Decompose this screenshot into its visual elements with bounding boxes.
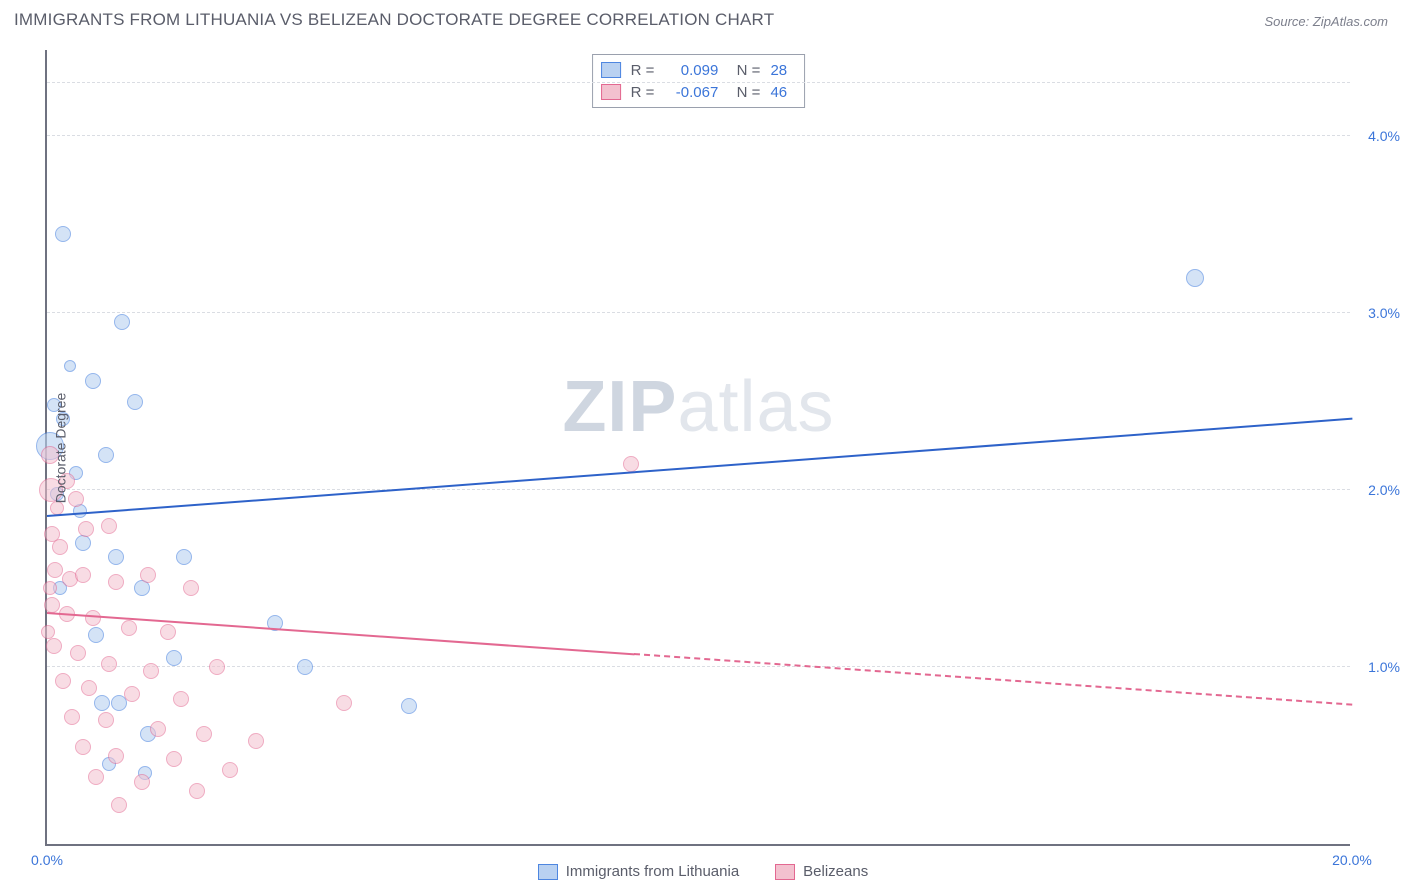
gridline: [47, 135, 1350, 136]
data-point-belize[interactable]: [98, 712, 114, 728]
data-point-belize[interactable]: [160, 624, 176, 640]
data-point-belize[interactable]: [75, 739, 91, 755]
data-point-belize[interactable]: [75, 567, 91, 583]
stat-n-label: N =: [728, 62, 760, 79]
data-point-belize[interactable]: [64, 709, 80, 725]
data-point-belize[interactable]: [101, 656, 117, 672]
data-point-lithuania[interactable]: [108, 549, 124, 565]
stats-legend-box: R = 0.099 N = 28 R = -0.067 N = 46: [592, 54, 806, 108]
plot-area: ZIPatlas R =0.099 N =28R =-0.067 N =46 1…: [45, 50, 1350, 846]
data-point-belize[interactable]: [140, 567, 156, 583]
y-axis-label: Doctorate Degree: [52, 393, 68, 504]
stat-r-value-belize: -0.067: [664, 84, 718, 101]
y-tick-label: 3.0%: [1368, 305, 1400, 321]
data-point-belize[interactable]: [43, 581, 57, 595]
data-point-belize[interactable]: [248, 733, 264, 749]
data-point-belize[interactable]: [68, 491, 84, 507]
data-point-belize[interactable]: [134, 774, 150, 790]
data-point-belize[interactable]: [143, 663, 159, 679]
data-point-lithuania[interactable]: [127, 394, 143, 410]
data-point-belize[interactable]: [78, 521, 94, 537]
data-point-belize[interactable]: [336, 695, 352, 711]
data-point-belize[interactable]: [70, 645, 86, 661]
data-point-belize[interactable]: [150, 721, 166, 737]
data-point-belize[interactable]: [46, 638, 62, 654]
data-point-belize[interactable]: [196, 726, 212, 742]
stat-n-label: N =: [728, 84, 760, 101]
stat-n-value-lithuania: 28: [770, 62, 796, 79]
chart-title: IMMIGRANTS FROM LITHUANIA VS BELIZEAN DO…: [0, 0, 1406, 34]
legend-swatch-belize: [601, 84, 621, 100]
data-point-lithuania[interactable]: [401, 698, 417, 714]
data-point-belize[interactable]: [183, 580, 199, 596]
y-tick-label: 1.0%: [1368, 659, 1400, 675]
legend-label-lithuania: Immigrants from Lithuania: [566, 863, 739, 880]
stats-row-belize: R = -0.067 N = 46: [601, 81, 797, 103]
data-point-lithuania[interactable]: [94, 695, 110, 711]
data-point-lithuania[interactable]: [88, 627, 104, 643]
data-point-belize[interactable]: [47, 562, 63, 578]
data-point-lithuania[interactable]: [176, 549, 192, 565]
stat-r-label: R =: [631, 84, 655, 101]
data-point-lithuania[interactable]: [166, 650, 182, 666]
data-point-belize[interactable]: [166, 751, 182, 767]
data-point-belize[interactable]: [124, 686, 140, 702]
data-point-belize[interactable]: [52, 539, 68, 555]
data-point-belize[interactable]: [108, 574, 124, 590]
y-tick-label: 2.0%: [1368, 482, 1400, 498]
data-point-lithuania[interactable]: [98, 447, 114, 463]
gridline: [47, 82, 1350, 83]
data-point-lithuania[interactable]: [85, 373, 101, 389]
data-point-belize[interactable]: [189, 783, 205, 799]
stat-r-label: R =: [631, 62, 655, 79]
data-point-belize[interactable]: [623, 456, 639, 472]
data-point-lithuania[interactable]: [1186, 269, 1204, 287]
regression-line-lithuania: [47, 417, 1352, 516]
data-point-belize[interactable]: [81, 680, 97, 696]
data-point-lithuania[interactable]: [297, 659, 313, 675]
gridline: [47, 489, 1350, 490]
data-point-belize[interactable]: [55, 673, 71, 689]
data-point-belize[interactable]: [111, 797, 127, 813]
source-attribution: Source: ZipAtlas.com: [1264, 14, 1388, 29]
data-point-lithuania[interactable]: [64, 360, 76, 372]
legend-swatch-belize: [775, 864, 795, 880]
y-tick-label: 4.0%: [1368, 128, 1400, 144]
legend-item-belize[interactable]: Belizeans: [775, 863, 868, 880]
data-point-belize[interactable]: [88, 769, 104, 785]
stat-n-value-belize: 46: [770, 84, 796, 101]
stats-row-lithuania: R = 0.099 N = 28: [601, 59, 797, 81]
regression-line-belize: [47, 612, 634, 655]
data-point-lithuania[interactable]: [55, 226, 71, 242]
data-point-belize[interactable]: [41, 625, 55, 639]
gridline: [47, 312, 1350, 313]
regression-line-belize-extrapolated: [634, 653, 1352, 706]
legend-item-lithuania[interactable]: Immigrants from Lithuania: [538, 863, 739, 880]
watermark: ZIPatlas: [562, 366, 834, 448]
data-point-belize[interactable]: [209, 659, 225, 675]
legend-swatch-lithuania: [538, 864, 558, 880]
data-point-belize[interactable]: [121, 620, 137, 636]
data-point-belize[interactable]: [173, 691, 189, 707]
data-point-belize[interactable]: [101, 518, 117, 534]
stat-r-value-lithuania: 0.099: [664, 62, 718, 79]
legend-label-belize: Belizeans: [803, 863, 868, 880]
legend-swatch-lithuania: [601, 62, 621, 78]
data-point-belize[interactable]: [222, 762, 238, 778]
gridline: [47, 666, 1350, 667]
data-point-lithuania[interactable]: [75, 535, 91, 551]
series-legend: Immigrants from Lithuania Belizeans: [0, 863, 1406, 880]
data-point-belize[interactable]: [108, 748, 124, 764]
data-point-lithuania[interactable]: [114, 314, 130, 330]
data-point-belize[interactable]: [44, 597, 60, 613]
